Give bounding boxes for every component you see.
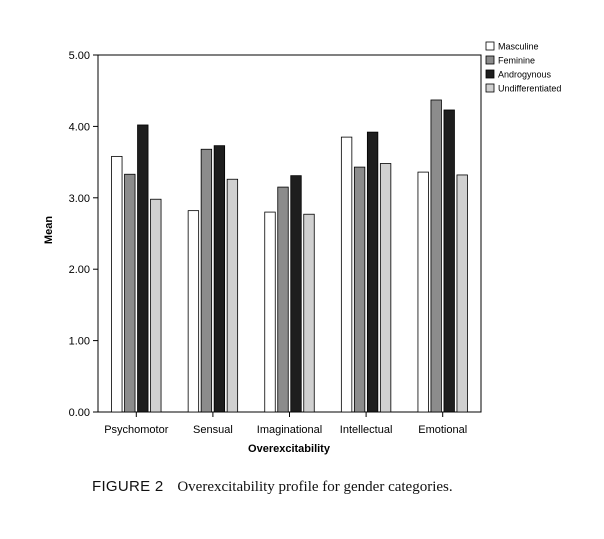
bar-intellectual-androgynous — [366, 131, 379, 413]
x-axis-title: Overexcitability — [248, 443, 331, 455]
bar-intellectual-undifferentiated — [379, 163, 392, 413]
legend-swatch-androgynous — [485, 69, 495, 79]
bar-emotional-undifferentiated — [456, 174, 468, 413]
chart-bars — [111, 99, 468, 413]
bar-sensual-undifferentiated — [226, 178, 239, 413]
x-tick-label: Sensual — [193, 424, 233, 436]
y-tick-label: 0.00 — [69, 407, 90, 419]
bar-psychomotor-androgynous — [137, 124, 149, 413]
bar-intellectual-feminine — [353, 166, 366, 413]
x-tick-label: Intellectual — [340, 424, 393, 436]
bar-psychomotor-feminine — [124, 173, 136, 413]
x-tick-label: Emotional — [418, 424, 467, 436]
legend-swatch-masculine — [485, 41, 495, 51]
chart-axes — [93, 54, 482, 417]
figure-caption-text: Overexcitability profile for gender cate… — [177, 479, 453, 495]
bar-intellectual-masculine — [340, 136, 353, 413]
x-tick-label: Psychomotor — [104, 424, 169, 436]
bar-sensual-feminine — [200, 148, 213, 413]
y-tick-label: 1.00 — [69, 336, 90, 348]
bar-emotional-feminine — [430, 99, 442, 413]
y-tick-label: 5.00 — [69, 50, 90, 62]
legend-swatch-undifferentiated — [485, 83, 495, 93]
figure-number: FIGURE 2 — [92, 478, 164, 495]
bar-imaginational-undifferentiated — [303, 213, 315, 413]
bar-imaginational-masculine — [264, 211, 276, 413]
figure-caption: FIGURE 2 Overexcitability profile for ge… — [92, 478, 592, 496]
legend-label-masculine: Masculine — [498, 42, 539, 52]
x-tick-labels: Psychomotor Sensual Imaginational Intellect… — [104, 424, 467, 436]
bar-emotional-masculine — [417, 171, 429, 413]
bar-imaginational-feminine — [277, 186, 289, 413]
bar-psychomotor-masculine — [111, 155, 123, 413]
y-axis-title: Mean — [43, 216, 55, 244]
y-tick-label: 3.00 — [69, 193, 90, 205]
bar-psychomotor-undifferentiated — [150, 198, 162, 413]
legend: Masculine Feminine Androgynous Undifferenti… — [485, 41, 561, 94]
bar-emotional-androgynous — [443, 109, 455, 413]
bar-chart: Psychomotor Sensual Imaginational Intellect… — [43, 41, 561, 456]
y-tick-label: 4.00 — [69, 121, 90, 133]
legend-label-undifferentiated: Undifferentiated — [498, 84, 561, 94]
x-tick-label: Imaginational — [257, 424, 322, 436]
bar-sensual-androgynous — [213, 145, 226, 413]
legend-label-androgynous: Androgynous — [498, 70, 552, 80]
legend-swatch-feminine — [485, 55, 495, 65]
y-tick-label: 2.00 — [69, 264, 90, 276]
y-tick-labels: 0.00 1.00 2.00 3.00 4.00 5.00 — [69, 50, 90, 419]
legend-label-feminine: Feminine — [498, 56, 535, 66]
bar-sensual-masculine — [187, 210, 200, 413]
bar-imaginational-androgynous — [290, 175, 302, 413]
